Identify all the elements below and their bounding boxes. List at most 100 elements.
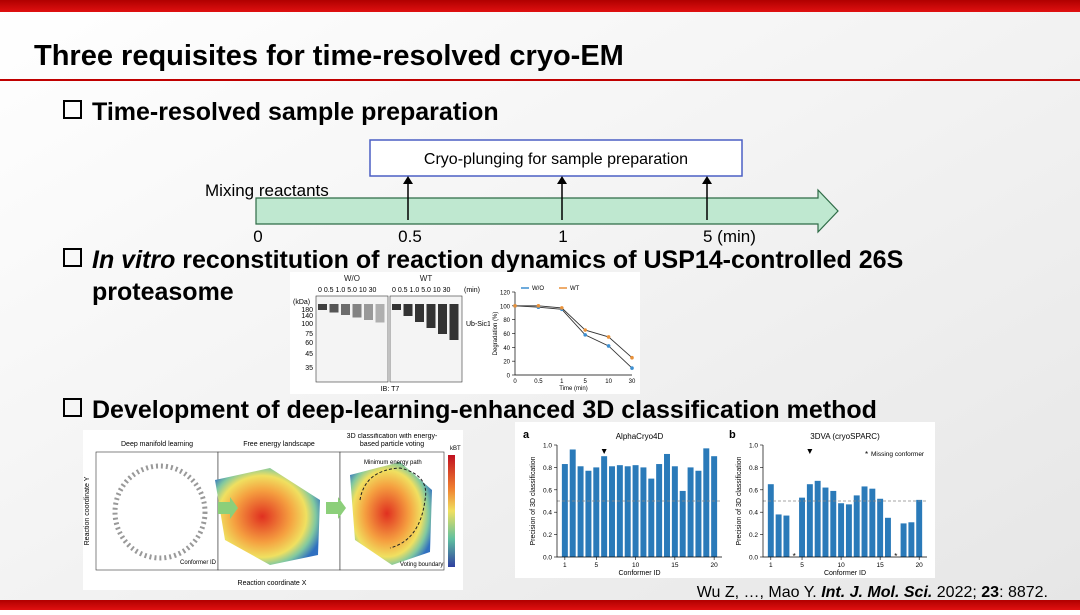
manifold-points bbox=[112, 463, 208, 561]
y-tick-label: 0.6 bbox=[749, 487, 758, 494]
x-tick-label: 1 bbox=[563, 562, 567, 569]
x-tick-label: 15 bbox=[877, 562, 885, 569]
chart-title: AlphaCryo4D bbox=[616, 432, 664, 441]
marker-label: 140 bbox=[301, 313, 313, 320]
marker-label: 100 bbox=[301, 321, 313, 328]
bar bbox=[775, 514, 782, 557]
annotation-arrow bbox=[807, 449, 813, 454]
gel-group: W/O bbox=[344, 274, 360, 283]
citation: Wu Z, …, Mao Y. Int. J. Mol. Sci. 2022; … bbox=[697, 584, 1048, 601]
gel-band bbox=[415, 304, 424, 322]
x-tick-label: 20 bbox=[711, 562, 719, 569]
bar bbox=[877, 498, 884, 557]
y-tick-label: 100 bbox=[500, 304, 511, 310]
legend-text: W/O bbox=[532, 286, 544, 292]
gel-band bbox=[329, 304, 339, 313]
point bbox=[583, 333, 587, 337]
x-tick-label: 10 bbox=[837, 562, 845, 569]
bar bbox=[577, 466, 584, 557]
bar bbox=[884, 517, 891, 557]
gel-band bbox=[438, 304, 447, 334]
bar bbox=[861, 486, 868, 557]
bar bbox=[687, 467, 694, 557]
point bbox=[630, 366, 634, 370]
x-label: Reaction coordinate X bbox=[238, 580, 307, 587]
energy-landscape bbox=[350, 462, 432, 565]
text: reconstitution of reaction dynamics of U… bbox=[175, 246, 903, 274]
checkbox bbox=[63, 398, 82, 417]
bar bbox=[703, 448, 710, 557]
bullet-1: Time-resolved sample preparation bbox=[63, 98, 499, 126]
bar bbox=[640, 467, 647, 557]
top-bar bbox=[0, 0, 1080, 12]
x-tick-label: 5 bbox=[584, 379, 588, 385]
gel-unit: (min) bbox=[464, 287, 480, 294]
gel-band bbox=[403, 304, 413, 316]
year: 2022; bbox=[932, 584, 981, 601]
bar bbox=[767, 484, 774, 557]
energy-landscape bbox=[215, 468, 320, 565]
bar bbox=[695, 470, 702, 557]
bar bbox=[806, 484, 813, 557]
time-label: 0 bbox=[253, 227, 262, 246]
panel bbox=[95, 451, 219, 571]
timeline-box bbox=[369, 139, 743, 177]
axes bbox=[556, 445, 722, 558]
bar bbox=[624, 466, 631, 557]
x-axis-label: Conformer ID bbox=[824, 570, 866, 577]
gel-lanes: 0 0.5 1.0 5.0 10 30 bbox=[392, 287, 450, 294]
gel-band bbox=[364, 304, 373, 320]
marker-label: 75 bbox=[305, 331, 313, 338]
bar bbox=[648, 478, 655, 557]
panel-title: Free energy landscape bbox=[243, 441, 315, 448]
marker-label: 45 bbox=[305, 351, 313, 358]
legend-marker: * bbox=[865, 450, 868, 459]
point bbox=[513, 304, 517, 308]
y-axis-label: Precision of 3D classification bbox=[530, 456, 537, 545]
italic-text: In vitro bbox=[92, 246, 175, 274]
flow-arrow bbox=[326, 497, 346, 519]
volume: 23 bbox=[981, 584, 999, 601]
x-axis-label: Time (min) bbox=[559, 386, 587, 392]
bar bbox=[609, 466, 615, 557]
bar bbox=[838, 503, 845, 557]
bar bbox=[656, 464, 663, 557]
point bbox=[560, 306, 564, 310]
missing-marker: * bbox=[793, 552, 796, 561]
time-label: 0.5 bbox=[398, 227, 422, 246]
slide-title: Three requisites for time-resolved cryo-… bbox=[34, 40, 624, 72]
bar bbox=[561, 464, 568, 557]
gel-panel bbox=[315, 295, 389, 383]
bar bbox=[632, 465, 639, 557]
annotation: Voting boundary bbox=[400, 562, 443, 568]
bullet-text: proteasome bbox=[92, 278, 234, 306]
bar bbox=[664, 453, 670, 557]
annotation-arrow bbox=[601, 449, 607, 454]
bar bbox=[711, 456, 718, 557]
bullet-text: In vitro reconstitution of reaction dyna… bbox=[92, 246, 903, 274]
x-axis-label: Conformer ID bbox=[618, 570, 660, 577]
gel-band bbox=[341, 304, 350, 315]
marker-label: 60 bbox=[305, 340, 313, 347]
point bbox=[536, 304, 541, 308]
x-tick-label: 20 bbox=[916, 562, 924, 569]
gel-band-label: Ub-Sic1 bbox=[466, 321, 491, 328]
x-tick-label: 10 bbox=[605, 379, 612, 385]
gel-lanes: 0 0.5 1.0 5.0 10 30 bbox=[318, 287, 376, 294]
timeline-start: Mixing reactants bbox=[205, 181, 329, 200]
bar bbox=[569, 449, 576, 557]
point bbox=[583, 328, 587, 332]
gel-band bbox=[375, 304, 385, 323]
missing-marker: * bbox=[894, 552, 897, 561]
bar bbox=[853, 495, 860, 557]
y-tick-label: 0.0 bbox=[543, 555, 552, 562]
y-tick-label: 0.0 bbox=[749, 555, 758, 562]
axes bbox=[762, 445, 927, 558]
flow-arrow bbox=[218, 497, 238, 519]
gel-group: WT bbox=[420, 274, 433, 283]
checkbox bbox=[63, 248, 82, 267]
y-tick-label: 60 bbox=[503, 332, 510, 338]
x-tick-label: 5 bbox=[594, 562, 598, 569]
y-tick-label: 0.2 bbox=[749, 532, 758, 539]
time-label: 5 (min) bbox=[703, 227, 756, 246]
